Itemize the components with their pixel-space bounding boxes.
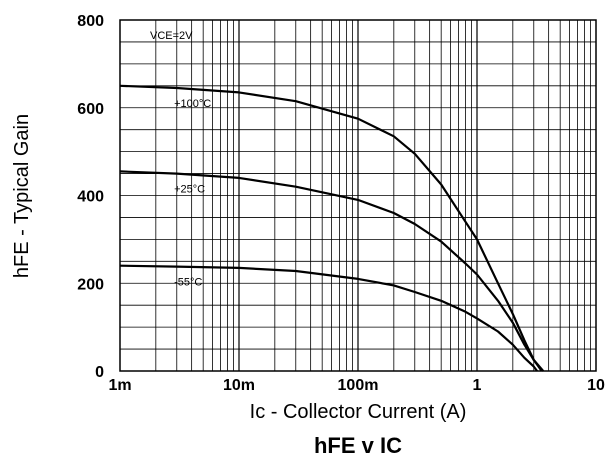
series-line-0 <box>119 84 545 372</box>
x-tick-label: 1 <box>473 377 482 394</box>
annotation-vce: VCE=2V <box>150 30 193 42</box>
y-tick-labels: 0 200 400 600 800 <box>77 13 104 381</box>
x-tick-label: 10m <box>223 377 255 394</box>
plot-frame <box>119 19 597 372</box>
series-line-1 <box>119 170 543 372</box>
y-tick-label: 200 <box>77 276 104 293</box>
x-tick-label: 1m <box>108 377 131 394</box>
series-label-0: +100°C <box>174 98 211 110</box>
x-tick-label: 10 <box>587 377 605 394</box>
x-tick-label: 100m <box>338 377 379 394</box>
y-tick-label: 0 <box>95 364 104 381</box>
label-layer: +100°C +25°C -55°C <box>174 98 211 289</box>
x-tick-labels: 1m 10m 100m 1 10 <box>108 377 605 394</box>
series-line-2 <box>119 264 538 372</box>
y-tick-label: 600 <box>77 101 104 118</box>
y-tick-label: 400 <box>77 189 104 206</box>
series-label-2: -55°C <box>174 277 202 289</box>
y-axis-title: hFE - Typical Gain <box>11 114 33 278</box>
chart-title: hFE v IC <box>314 433 402 458</box>
grid-layer <box>120 20 596 371</box>
y-tick-label: 800 <box>77 13 104 30</box>
series-label-1: +25°C <box>174 184 205 196</box>
series-layer <box>119 84 545 372</box>
x-axis-title: Ic - Collector Current (A) <box>250 401 467 423</box>
